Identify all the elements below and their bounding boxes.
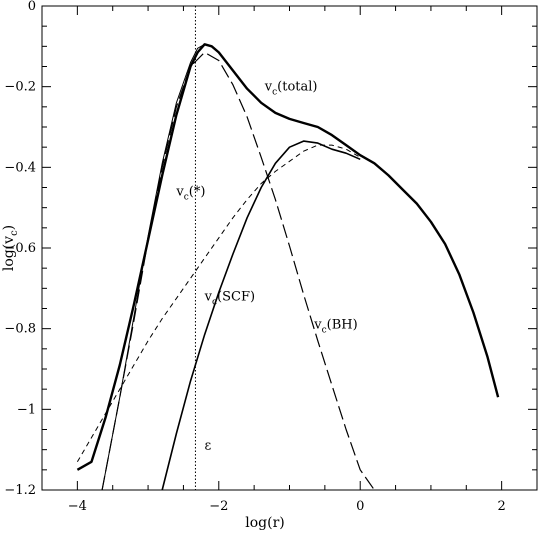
y-tick-label: −1 [17,402,36,417]
x-axis-title: log(r) [245,515,284,531]
y-tick-label: −0.8 [4,322,36,337]
annotations: vc(total) vc(*) vc(SCF) vc(BH) [175,80,357,336]
y-tick-labels: 0 −0.2 −0.4 −0.6 −0.8 −1 −1.2 [4,0,36,498]
series-line-3 [101,51,375,491]
y-tick-label: −0.2 [4,80,36,95]
series-line-0 [76,43,500,471]
axis-ticks [41,5,538,491]
series-label: vc(BH) [313,318,357,336]
x-tick-labels: −4 −2 0 2 [68,499,506,514]
x-tick-label: −4 [68,499,87,514]
y-axis-title: log(vc) [1,225,20,271]
y-tick-label: −1.2 [4,483,36,498]
y-tick-label: −0.4 [4,160,36,175]
y-tick-label: −0.6 [4,241,36,256]
series-label: vc(SCF) [204,289,255,307]
y-tick-label: 0 [28,0,36,14]
series-line-2 [161,140,361,491]
x-tick-label: 2 [498,499,506,514]
x-tick-label: −2 [209,499,228,514]
x-tick-label: 0 [356,499,364,514]
series-line-4 [101,43,220,491]
series-group [76,43,500,491]
epsilon-label: ε [204,439,211,454]
series-label: vc(*) [175,185,205,203]
series-label: vc(total) [264,80,318,98]
series-line-1 [76,144,361,463]
